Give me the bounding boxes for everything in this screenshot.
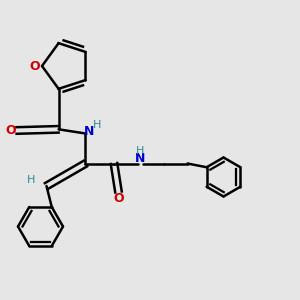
Text: O: O (113, 192, 124, 205)
Text: N: N (84, 124, 94, 138)
Text: H: H (136, 146, 145, 157)
Text: O: O (29, 59, 40, 73)
Text: H: H (93, 120, 101, 130)
Text: H: H (27, 175, 36, 185)
Text: N: N (135, 152, 146, 165)
Text: O: O (6, 124, 16, 137)
